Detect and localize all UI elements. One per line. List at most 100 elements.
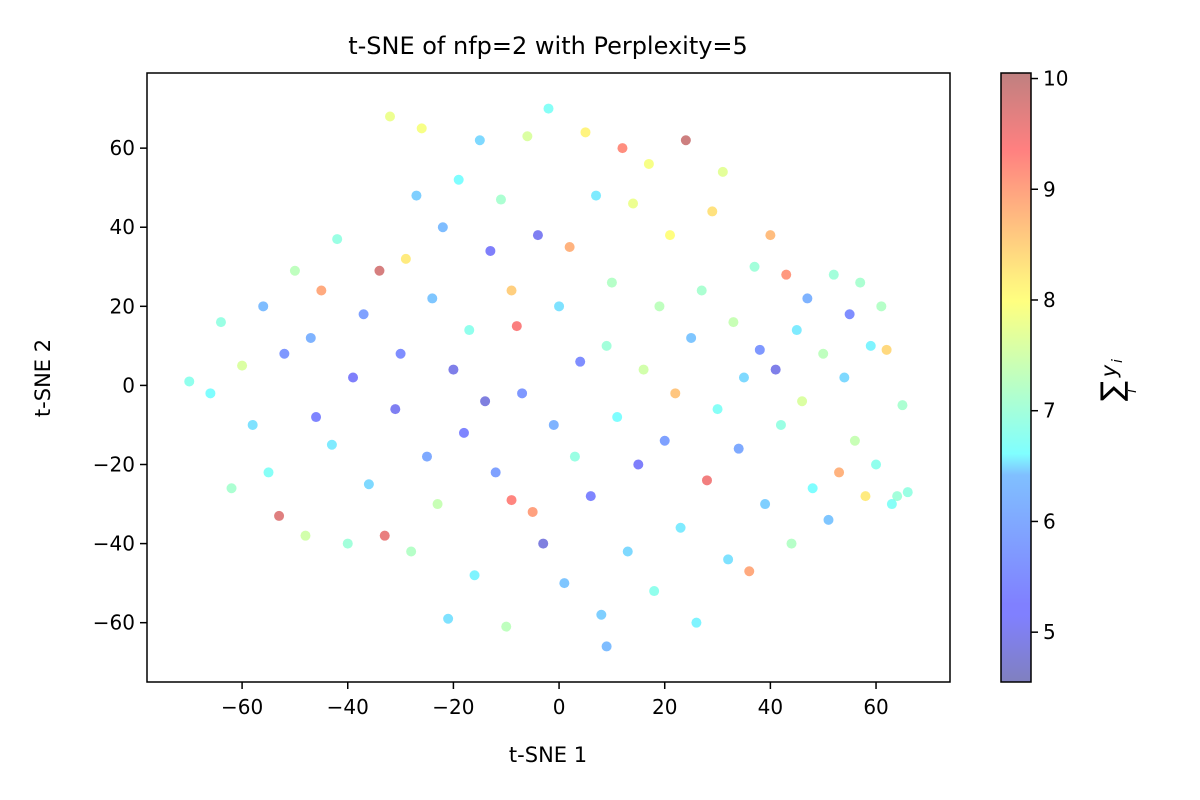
x-tick-label: −40 [327,695,369,719]
scatter-point [332,234,343,245]
scatter-point [237,360,248,371]
scatter-point [406,546,417,557]
scatter-point [363,479,374,490]
scatter-point [855,277,866,288]
plot-frame [146,72,951,683]
scatter-point [559,578,570,589]
chart-title: t-SNE of nfp=2 with Perplexity=5 [348,32,748,60]
scatter-point [696,285,707,296]
scatter-point [770,364,781,375]
scatter-point [606,277,617,288]
scatter-point [411,190,422,201]
scatter-point [871,459,882,470]
scatter-point [754,344,765,355]
scatter-point [305,332,316,343]
scatter-points [184,103,913,652]
y-tick-label: −20 [93,453,135,477]
scatter-point [258,301,269,312]
scatter-point [886,499,897,510]
colorbar-label: ∑ i y i [1095,359,1140,401]
scatter-point [474,135,485,146]
scatter-point [649,586,660,597]
scatter-point [385,111,396,122]
scatter-point [654,301,665,312]
scatter-point [612,412,623,423]
scatter-point [348,372,359,383]
scatter-point [316,285,327,296]
y-tick-label: 0 [122,373,135,397]
scatter-point [501,621,512,632]
scatter-point [802,293,813,304]
scatter-point [765,230,776,241]
scatter-point [226,483,237,494]
scatter-point [215,317,226,328]
scatter-point [532,230,543,241]
scatter-point [580,127,591,138]
colorbar-tick-label: 8 [1043,288,1056,312]
scatter-point [617,143,628,154]
y-axis-title: t-SNE 2 [31,339,55,417]
scatter-point [490,467,501,478]
colorbar-tick-label: 10 [1043,67,1068,91]
scatter-point [421,451,432,462]
colorbar-label-subscript: i [1110,359,1126,363]
scatter-point [263,467,274,478]
scatter-point [205,388,216,399]
scatter-point [675,522,686,533]
scatter-point [701,475,712,486]
scatter-point [591,190,602,201]
scatter-point [865,340,876,351]
scatter-point [643,158,654,169]
scatter-point [453,174,464,185]
scatter-point [569,451,580,462]
colorbar-tick-label: 6 [1043,509,1056,533]
scatter-point [670,388,681,399]
scatter-point [289,265,300,276]
scatter-point [897,400,908,411]
scatter-point [495,194,506,205]
x-tick-label: 60 [863,695,888,719]
scatter-point [738,372,749,383]
scatter-point [749,261,760,272]
scatter-point [342,538,353,549]
scatter-point [485,245,496,256]
scatter-point [390,404,401,415]
scatter-point [443,613,454,624]
scatter-point [622,546,633,557]
scatter-point [374,265,385,276]
scatter-point [686,332,697,343]
scatter-point [659,435,670,446]
scatter-point [358,309,369,320]
scatter-point [596,609,607,620]
scatter-point [585,491,596,502]
scatter-point [274,510,285,521]
scatter-point [469,570,480,581]
scatter-point [680,135,691,146]
x-axis-ticks: −60 −40 −20 0 20 40 60 [221,682,889,719]
scatter-point [575,356,586,367]
scatter-point [527,506,538,517]
scatter-point [601,641,612,652]
scatter-point [506,495,517,506]
scatter-point [760,499,771,510]
scatter-point [860,491,871,502]
colorbar-label-sum-index: i [1124,389,1140,393]
scatter-point [844,309,855,320]
scatter-point [300,530,311,541]
scatter-point [554,301,565,312]
scatter-point [733,443,744,454]
colorbar-ticks: 5 6 7 8 9 10 [1031,67,1068,644]
scatter-point [279,348,290,359]
scatter-point [807,483,818,494]
colorbar-label-sigma: ∑ [1095,381,1130,401]
scatter-point [548,419,559,430]
scatter-point [543,103,554,114]
colorbar: 5 6 7 8 9 10 ∑ i y i [1000,67,1140,683]
colorbar-gradient [1001,73,1031,682]
scatter-point [839,372,850,383]
scatter-point [728,317,739,328]
colorbar-tick-label: 9 [1043,177,1056,201]
y-tick-label: −40 [93,532,135,556]
scatter-point [717,166,728,177]
